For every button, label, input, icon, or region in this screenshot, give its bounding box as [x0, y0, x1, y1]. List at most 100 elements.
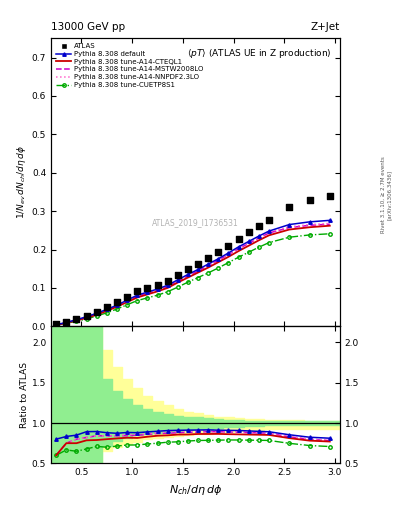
ATLAS — [327, 191, 333, 200]
Text: ATLAS_2019_I1736531: ATLAS_2019_I1736531 — [152, 218, 239, 227]
Pythia 8.308 tune-A14-MSTW2008LO — [74, 317, 79, 323]
Pythia 8.308 tune-CUETP8S1 — [236, 254, 241, 260]
ATLAS — [134, 287, 140, 295]
Pythia 8.308 tune-A14-CTEQL1 — [226, 254, 231, 260]
Pythia 8.308 tune-A14-MSTW2008LO — [115, 303, 119, 309]
Pythia 8.308 default — [185, 271, 190, 278]
Pythia 8.308 tune-A14-CTEQL1 — [206, 265, 211, 271]
ATLAS — [246, 228, 252, 237]
Y-axis label: Ratio to ATLAS: Ratio to ATLAS — [20, 362, 29, 428]
Pythia 8.308 tune-A14-MSTW2008LO — [105, 307, 109, 313]
Pythia 8.308 tune-A14-NNPDF2.3LO — [236, 245, 241, 251]
ATLAS — [235, 234, 242, 243]
X-axis label: $N_{ch}/d\eta\,d\phi$: $N_{ch}/d\eta\,d\phi$ — [169, 483, 222, 497]
Pythia 8.308 tune-A14-MSTW2008LO — [287, 225, 292, 231]
Pythia 8.308 tune-A14-NNPDF2.3LO — [216, 257, 221, 263]
Pythia 8.308 default — [125, 297, 129, 303]
Pythia 8.308 tune-CUETP8S1 — [327, 231, 332, 237]
Pythia 8.308 tune-CUETP8S1 — [226, 260, 231, 266]
Text: [arXiv:1306.3436]: [arXiv:1306.3436] — [387, 169, 391, 220]
Pythia 8.308 tune-CUETP8S1 — [185, 279, 190, 285]
Pythia 8.308 tune-A14-MSTW2008LO — [165, 284, 170, 290]
Pythia 8.308 tune-A14-CTEQL1 — [196, 269, 200, 275]
Pythia 8.308 tune-A14-CTEQL1 — [287, 226, 292, 232]
Pythia 8.308 tune-A14-NNPDF2.3LO — [155, 287, 160, 293]
Pythia 8.308 tune-A14-NNPDF2.3LO — [94, 311, 99, 317]
Pythia 8.308 default — [54, 322, 59, 328]
Line: Pythia 8.308 tune-CUETP8S1: Pythia 8.308 tune-CUETP8S1 — [54, 232, 332, 327]
Pythia 8.308 tune-A14-MSTW2008LO — [125, 298, 129, 305]
Pythia 8.308 tune-CUETP8S1 — [54, 322, 59, 328]
Pythia 8.308 tune-A14-CTEQL1 — [105, 308, 109, 314]
ATLAS — [266, 216, 272, 224]
ATLAS — [63, 317, 70, 326]
Line: Pythia 8.308 default: Pythia 8.308 default — [54, 219, 332, 327]
Pythia 8.308 tune-A14-MSTW2008LO — [196, 268, 200, 274]
Pythia 8.308 tune-A14-CTEQL1 — [185, 274, 190, 281]
Pythia 8.308 tune-A14-CTEQL1 — [54, 322, 59, 328]
Pythia 8.308 tune-A14-NNPDF2.3LO — [196, 267, 200, 273]
Pythia 8.308 tune-A14-NNPDF2.3LO — [105, 307, 109, 313]
Pythia 8.308 default — [287, 222, 292, 228]
Text: 13000 GeV pp: 13000 GeV pp — [51, 22, 125, 32]
Pythia 8.308 tune-CUETP8S1 — [165, 289, 170, 295]
Pythia 8.308 default — [84, 314, 89, 320]
Text: $\langle pT\rangle$ (ATLAS UE in Z production): $\langle pT\rangle$ (ATLAS UE in Z produ… — [187, 47, 331, 60]
Pythia 8.308 tune-A14-NNPDF2.3LO — [266, 229, 271, 236]
Pythia 8.308 tune-CUETP8S1 — [115, 306, 119, 312]
Pythia 8.308 tune-A14-NNPDF2.3LO — [175, 278, 180, 284]
Pythia 8.308 tune-CUETP8S1 — [246, 249, 251, 255]
ATLAS — [124, 293, 130, 301]
Pythia 8.308 tune-A14-MSTW2008LO — [64, 320, 69, 326]
Pythia 8.308 tune-A14-MSTW2008LO — [216, 257, 221, 263]
Pythia 8.308 tune-A14-CTEQL1 — [175, 280, 180, 286]
Pythia 8.308 default — [165, 282, 170, 288]
Pythia 8.308 tune-A14-CTEQL1 — [307, 224, 312, 230]
ATLAS — [225, 242, 231, 250]
Pythia 8.308 tune-A14-NNPDF2.3LO — [226, 251, 231, 257]
Pythia 8.308 tune-A14-MSTW2008LO — [327, 221, 332, 227]
Pythia 8.308 tune-A14-CTEQL1 — [257, 237, 261, 243]
Pythia 8.308 tune-A14-NNPDF2.3LO — [64, 320, 69, 326]
Pythia 8.308 default — [175, 277, 180, 283]
Pythia 8.308 tune-CUETP8S1 — [74, 318, 79, 325]
Pythia 8.308 tune-A14-NNPDF2.3LO — [257, 234, 261, 240]
Pythia 8.308 default — [307, 219, 312, 225]
ATLAS — [154, 281, 161, 289]
Pythia 8.308 default — [257, 233, 261, 239]
Pythia 8.308 tune-CUETP8S1 — [266, 240, 271, 246]
Pythia 8.308 default — [105, 306, 109, 312]
Text: Z+Jet: Z+Jet — [311, 22, 340, 32]
Line: Pythia 8.308 tune-A14-CTEQL1: Pythia 8.308 tune-A14-CTEQL1 — [56, 226, 330, 325]
Pythia 8.308 default — [206, 261, 211, 267]
Pythia 8.308 tune-CUETP8S1 — [155, 292, 160, 298]
Pythia 8.308 tune-A14-CTEQL1 — [236, 248, 241, 254]
ATLAS — [185, 265, 191, 273]
Pythia 8.308 tune-A14-MSTW2008LO — [145, 290, 150, 296]
Pythia 8.308 tune-A14-MSTW2008LO — [266, 230, 271, 236]
Pythia 8.308 tune-A14-MSTW2008LO — [185, 273, 190, 279]
Pythia 8.308 tune-CUETP8S1 — [84, 316, 89, 322]
Pythia 8.308 tune-CUETP8S1 — [287, 234, 292, 240]
Pythia 8.308 tune-A14-NNPDF2.3LO — [246, 240, 251, 246]
Pythia 8.308 default — [155, 286, 160, 292]
Pythia 8.308 tune-CUETP8S1 — [64, 320, 69, 326]
Pythia 8.308 tune-CUETP8S1 — [206, 270, 211, 276]
Pythia 8.308 tune-A14-NNPDF2.3LO — [307, 222, 312, 228]
Pythia 8.308 tune-A14-MSTW2008LO — [206, 263, 211, 269]
Pythia 8.308 tune-A14-CTEQL1 — [64, 320, 69, 326]
Pythia 8.308 tune-CUETP8S1 — [257, 244, 261, 250]
Pythia 8.308 tune-CUETP8S1 — [94, 313, 99, 319]
Pythia 8.308 tune-A14-MSTW2008LO — [94, 311, 99, 317]
Text: Rivet 3.1.10, ≥ 2.7M events: Rivet 3.1.10, ≥ 2.7M events — [381, 156, 386, 233]
ATLAS — [215, 248, 222, 257]
Line: Pythia 8.308 tune-A14-NNPDF2.3LO: Pythia 8.308 tune-A14-NNPDF2.3LO — [56, 223, 330, 325]
Pythia 8.308 default — [74, 317, 79, 323]
Pythia 8.308 tune-A14-NNPDF2.3LO — [84, 314, 89, 321]
Pythia 8.308 default — [327, 217, 332, 223]
Pythia 8.308 default — [145, 289, 150, 295]
ATLAS — [195, 260, 201, 268]
ATLAS — [307, 196, 313, 204]
Pythia 8.308 tune-A14-NNPDF2.3LO — [145, 290, 150, 296]
Pythia 8.308 tune-A14-CTEQL1 — [94, 312, 99, 318]
